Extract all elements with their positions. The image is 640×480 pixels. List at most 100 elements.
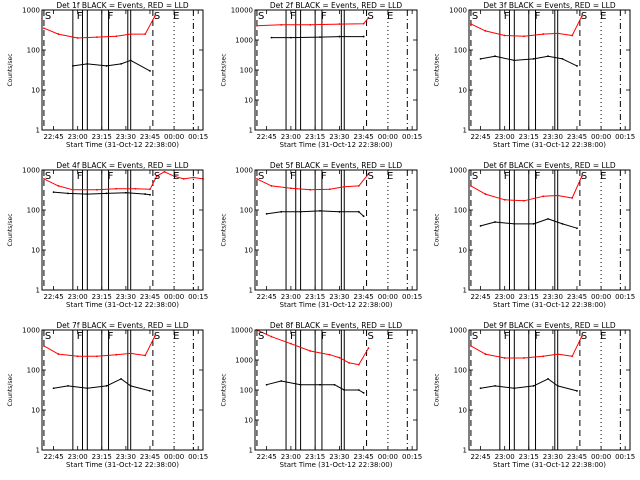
interval-marker-label: E [173, 171, 179, 182]
data-point [265, 383, 268, 386]
series-line [470, 335, 583, 359]
y-axis-label: Counts/sec [434, 213, 441, 246]
interval-marker-label: S [258, 331, 264, 342]
data-point [71, 65, 74, 67]
data-point [115, 35, 118, 38]
panel-title: Det 5f BLACK = Events, RED = LLD [270, 161, 403, 170]
data-point [309, 188, 312, 191]
interval-marker-label: E [387, 11, 393, 22]
interval-marker-label: S [581, 331, 587, 342]
series-line [470, 15, 583, 37]
y-tick-label: 1 [36, 127, 40, 135]
interval-marker-label: E [387, 331, 393, 342]
data-point [357, 210, 360, 213]
data-point [479, 225, 482, 227]
interval-marker-label: S [472, 11, 478, 22]
y-tick-label: 10 [31, 407, 40, 415]
y-axis-label: Counts/sec [434, 53, 441, 86]
x-tick-label: 00:00 [164, 133, 184, 141]
x-tick-label: 23:15 [305, 453, 325, 461]
y-tick-label: 1000 [22, 7, 40, 15]
data-point [309, 350, 312, 352]
data-point [576, 390, 578, 392]
data-point [542, 195, 545, 198]
y-tick-label: 100 [27, 367, 40, 375]
interval-marker-label: S [368, 11, 374, 22]
panel-title: Det 9f BLACK = Events, RED = LLD [483, 321, 616, 330]
plot-frame [468, 9, 631, 131]
data-point [153, 15, 156, 18]
x-tick-label: 22:45 [257, 293, 277, 301]
x-tick-label: 00:15 [402, 453, 422, 461]
x-axis-label: Start Time (31-Oct-12 22:38:00) [493, 301, 606, 309]
y-tick-label: 1000 [22, 167, 40, 175]
x-tick-label: 23:15 [305, 133, 325, 141]
data-point [105, 385, 108, 387]
x-tick-label: 23:15 [92, 453, 112, 461]
interval-marker-label: F [77, 171, 83, 182]
interval-marker-label: F [77, 11, 83, 22]
interval-marker-label: S [45, 171, 51, 182]
x-tick-label: 22:45 [470, 293, 490, 301]
data-point [513, 387, 516, 390]
plot-frame [41, 329, 204, 451]
y-tick-label: 100 [240, 67, 253, 75]
data-point [129, 33, 132, 35]
data-point [280, 23, 283, 26]
y-tick-label: 1000 [449, 327, 467, 335]
interval-marker-label: S [154, 331, 160, 342]
data-point [86, 387, 89, 390]
data-point [153, 335, 156, 338]
data-point [532, 57, 535, 60]
x-tick-label: 23:15 [519, 453, 539, 461]
y-tick-label: 100 [454, 47, 467, 55]
data-point [576, 65, 578, 67]
data-point [571, 355, 574, 358]
data-point [556, 32, 559, 35]
data-point [289, 342, 292, 345]
data-point [319, 209, 321, 212]
data-point [580, 15, 583, 18]
data-point [362, 35, 365, 38]
chart-panel: Det 8f BLACK = Events, RED = LLD 1 10 100 10… [220, 321, 422, 469]
plot-frame [468, 329, 631, 451]
data-point [367, 16, 370, 19]
y-tick-label: 1 [36, 447, 40, 455]
series-line [266, 380, 364, 394]
interval-marker-label: S [472, 171, 478, 182]
chart-panel: Det 1f BLACK = Events, RED = LLD 1 10 100 10… [7, 1, 208, 149]
data-point [57, 353, 60, 355]
x-axis-label: Start Time (31-Oct-12 22:38:00) [66, 461, 179, 469]
data-point [270, 185, 273, 187]
data-point [470, 345, 472, 347]
data-point [561, 222, 564, 225]
y-tick-label: 1 [249, 127, 253, 135]
plot-frame [254, 9, 418, 131]
x-tick-label: 23:15 [519, 293, 539, 301]
interval-marker-label: S [154, 171, 160, 182]
interval-marker-label: E [387, 171, 393, 182]
y-tick-label: 10000 [231, 7, 253, 15]
y-tick-label: 10000 [231, 327, 253, 335]
data-point [256, 24, 258, 27]
x-tick-label: 00:00 [591, 293, 611, 301]
x-tick-label: 23:45 [567, 133, 587, 141]
data-point [542, 33, 545, 35]
data-point [96, 36, 98, 39]
data-point [86, 193, 89, 195]
interval-marker-label: F [108, 11, 114, 22]
x-tick-label: 00:15 [615, 453, 635, 461]
data-point [299, 383, 302, 386]
plot-frame [468, 169, 631, 291]
data-point [192, 176, 195, 179]
data-point [52, 387, 55, 390]
interval-marker-label: S [45, 331, 51, 342]
x-tick-label: 23:30 [329, 133, 349, 141]
data-point [57, 33, 60, 35]
data-point [513, 222, 516, 225]
data-point [494, 55, 496, 58]
data-point [115, 353, 118, 356]
x-tick-label: 23:45 [140, 453, 160, 461]
series-line [256, 329, 369, 366]
